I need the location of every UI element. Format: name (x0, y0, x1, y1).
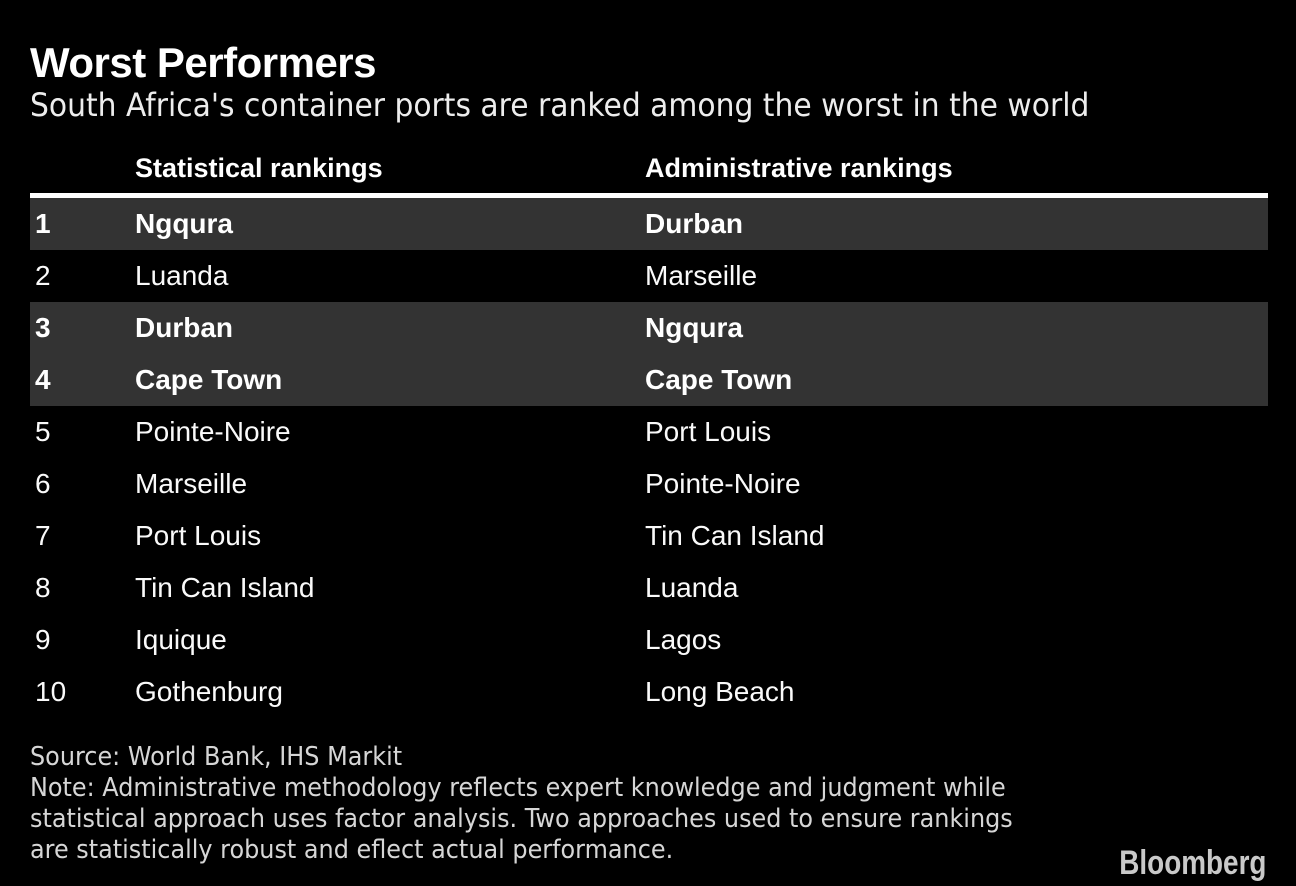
table-row: 4 Cape Town Cape Town (30, 354, 1268, 406)
table-row: 6 Marseille Pointe-Noire (30, 458, 1268, 510)
chart-title: Worst Performers (30, 39, 377, 86)
note-line-1: Note: Administrative methodology reflect… (30, 773, 1006, 803)
table-row: 10 Gothenburg Long Beach (30, 666, 1268, 718)
rank-cell: 4 (35, 364, 51, 395)
administrative-ranking-cell: Tin Can Island (645, 520, 825, 551)
table-row: 8 Tin Can Island Luanda (30, 562, 1268, 614)
table-row: 3 Durban Ngqura (30, 302, 1268, 354)
administrative-ranking-cell: Pointe-Noire (645, 468, 801, 499)
administrative-ranking-cell: Luanda (645, 572, 739, 603)
statistical-ranking-cell: Ngqura (135, 208, 233, 239)
table-row: 2 Luanda Marseille (30, 250, 1268, 302)
statistical-ranking-cell: Port Louis (135, 520, 262, 551)
administrative-ranking-cell: Port Louis (645, 416, 772, 447)
rank-cell: 9 (35, 624, 51, 655)
header-divider-rule (30, 193, 1268, 198)
statistical-ranking-cell: Tin Can Island (135, 572, 315, 603)
rank-cell: 10 (35, 676, 67, 707)
table-row: 9 Iquique Lagos (30, 614, 1268, 666)
statistical-ranking-cell: Pointe-Noire (135, 416, 291, 447)
rank-cell: 5 (35, 416, 51, 447)
note-line-2: statistical approach uses factor analysi… (30, 804, 1013, 834)
administrative-ranking-cell: Cape Town (645, 364, 793, 395)
statistical-ranking-cell: Luanda (135, 260, 229, 291)
rankings-table-body: 1 Ngqura Durban 2 Luanda Marseille 3 Durban Ngqu… (30, 198, 1268, 718)
administrative-ranking-cell: Lagos (645, 624, 722, 655)
column-header-statistical-rankings: Statistical rankings (135, 153, 383, 183)
administrative-ranking-cell: Long Beach (645, 676, 795, 707)
administrative-ranking-cell: Durban (645, 208, 743, 239)
rank-cell: 1 (35, 208, 51, 239)
rank-cell: 2 (35, 260, 51, 291)
table-row: 1 Ngqura Durban (30, 198, 1268, 250)
rank-cell: 3 (35, 312, 51, 343)
bloomberg-logo: Bloomberg (1118, 844, 1266, 882)
table-header-row: Statistical rankings Administrative rank… (30, 152, 1268, 184)
administrative-ranking-cell: Ngqura (645, 312, 743, 343)
chart-subtitle: South Africa's container ports are ranke… (30, 86, 1090, 124)
statistical-ranking-cell: Marseille (135, 468, 248, 499)
table-row: 5 Pointe-Noire Port Louis (30, 406, 1268, 458)
administrative-ranking-cell: Marseille (645, 260, 758, 291)
statistical-ranking-cell: Iquique (135, 624, 227, 655)
footer-text-block: Source: World Bank, IHS Markit Note: Adm… (30, 742, 1013, 866)
table-row: 7 Port Louis Tin Can Island (30, 510, 1268, 562)
statistical-ranking-cell: Cape Town (135, 364, 283, 395)
note-line-3: are statistically robust and eflect actu… (30, 835, 674, 865)
column-header-administrative-rankings: Administrative rankings (645, 153, 953, 183)
rank-cell: 7 (35, 520, 51, 551)
statistical-ranking-cell: Gothenburg (135, 676, 283, 707)
source-text: Source: World Bank, IHS Markit (30, 742, 403, 772)
statistical-ranking-cell: Durban (135, 312, 233, 343)
rank-cell: 6 (35, 468, 51, 499)
rank-cell: 8 (35, 572, 51, 603)
